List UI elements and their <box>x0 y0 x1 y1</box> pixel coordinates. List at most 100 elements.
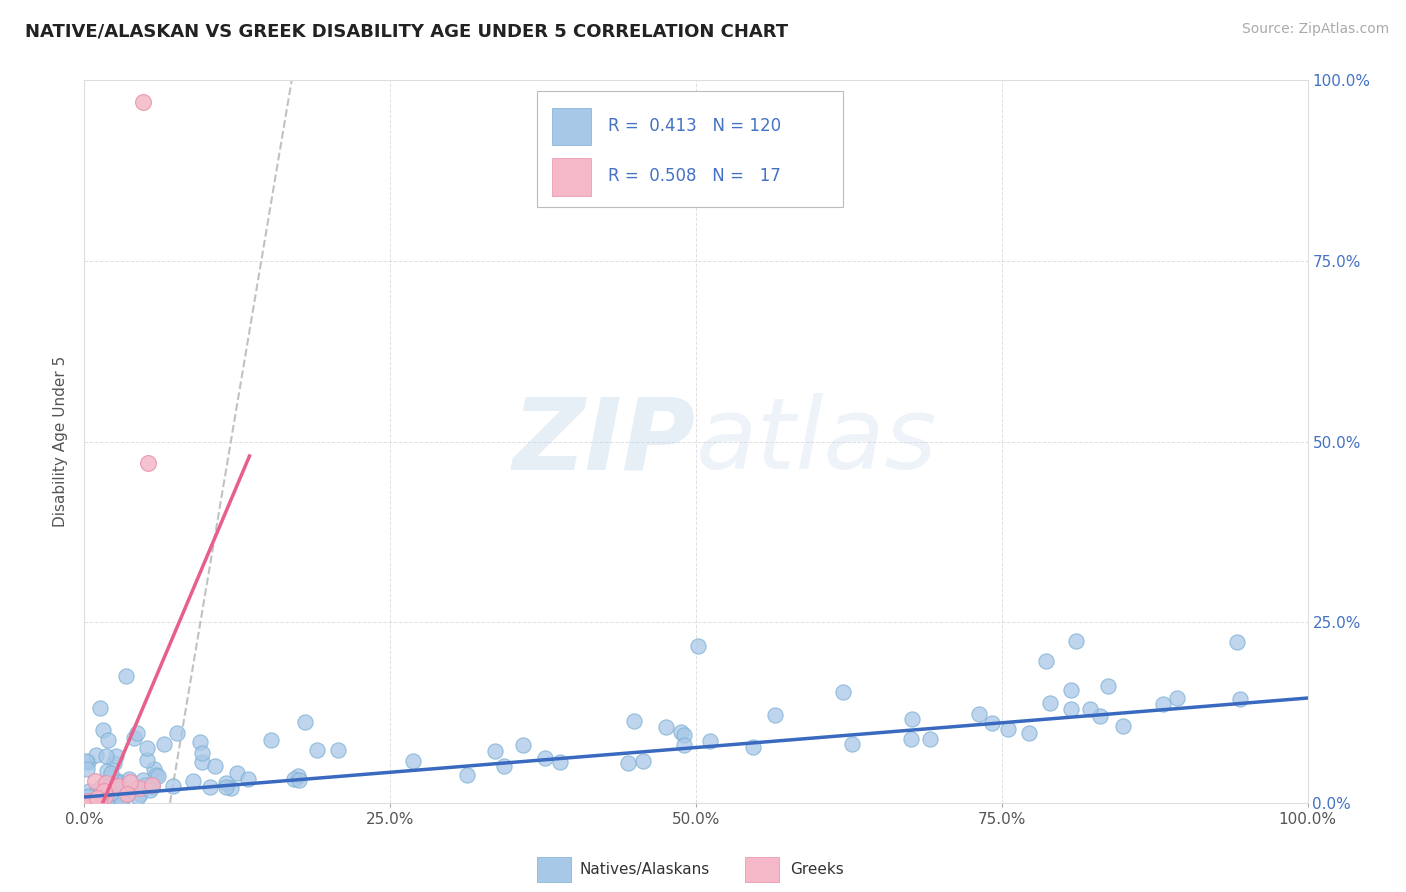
FancyBboxPatch shape <box>551 108 591 145</box>
Point <box>1035 654 1057 668</box>
Point <box>1166 691 1188 706</box>
Point <box>260 733 283 747</box>
Point <box>1152 697 1174 711</box>
Point <box>215 780 238 794</box>
Point <box>104 789 127 804</box>
Point <box>86 790 108 805</box>
Point <box>77 789 100 803</box>
Point <box>238 772 260 786</box>
Point <box>219 780 242 795</box>
Point <box>104 749 127 764</box>
Point <box>287 769 309 783</box>
Point <box>110 788 132 802</box>
Point <box>100 770 122 784</box>
Text: Source: ZipAtlas.com: Source: ZipAtlas.com <box>1241 22 1389 37</box>
Point <box>1226 635 1249 649</box>
Point <box>190 746 212 760</box>
Point <box>135 740 157 755</box>
Point <box>131 773 153 788</box>
Point <box>77 756 100 770</box>
Point <box>107 774 129 789</box>
Point <box>112 785 135 799</box>
Point <box>166 726 188 740</box>
Point <box>631 754 654 768</box>
Point <box>288 772 311 787</box>
Point <box>118 772 141 787</box>
Point <box>139 783 162 797</box>
Point <box>84 774 107 789</box>
FancyBboxPatch shape <box>537 857 571 882</box>
Point <box>101 789 124 803</box>
Point <box>128 780 150 795</box>
Text: atlas: atlas <box>696 393 938 490</box>
Point <box>997 722 1019 736</box>
Point <box>1229 692 1251 706</box>
Point <box>204 759 226 773</box>
Point <box>1060 682 1083 697</box>
Point <box>215 776 238 790</box>
Point <box>96 764 118 778</box>
Point <box>841 738 863 752</box>
Point <box>100 786 122 800</box>
Point <box>1018 726 1040 740</box>
Point <box>93 789 115 804</box>
Point <box>672 738 695 752</box>
Text: NATIVE/ALASKAN VS GREEK DISABILITY AGE UNDER 5 CORRELATION CHART: NATIVE/ALASKAN VS GREEK DISABILITY AGE U… <box>25 22 789 40</box>
Point <box>84 747 107 762</box>
Point <box>76 793 98 807</box>
Point <box>1060 702 1083 716</box>
Point <box>191 756 214 770</box>
Point <box>103 789 125 803</box>
Point <box>103 793 125 807</box>
Point <box>86 784 108 798</box>
Point <box>326 742 349 756</box>
Point <box>86 794 108 808</box>
Point <box>225 765 247 780</box>
Point <box>89 701 111 715</box>
Point <box>117 787 139 801</box>
Point <box>141 780 163 794</box>
Point <box>141 778 163 792</box>
Point <box>80 794 103 808</box>
Point <box>188 735 211 749</box>
Point <box>89 788 111 802</box>
FancyBboxPatch shape <box>551 158 591 196</box>
Point <box>294 715 316 730</box>
Point <box>103 756 125 771</box>
Point <box>831 685 853 699</box>
Point <box>107 785 129 799</box>
Point <box>77 784 100 798</box>
Point <box>129 787 152 801</box>
Text: R =  0.508   N =   17: R = 0.508 N = 17 <box>607 168 780 186</box>
Point <box>623 714 645 728</box>
Point <box>96 779 118 793</box>
Point <box>512 738 534 752</box>
Point <box>494 759 516 773</box>
Point <box>456 767 478 781</box>
Point <box>110 792 132 806</box>
Point <box>1064 633 1087 648</box>
Point <box>136 456 159 470</box>
Point <box>127 790 149 805</box>
Point <box>82 794 104 808</box>
Point <box>87 793 110 807</box>
Text: Natives/Alaskans: Natives/Alaskans <box>579 862 710 877</box>
Point <box>90 780 112 794</box>
Point <box>122 731 145 746</box>
Point <box>153 737 176 751</box>
Point <box>105 780 128 794</box>
Point <box>132 95 155 109</box>
Point <box>900 731 922 746</box>
Text: R =  0.413   N = 120: R = 0.413 N = 120 <box>607 117 780 135</box>
Point <box>148 769 170 783</box>
Point <box>118 775 141 789</box>
Point <box>145 768 167 782</box>
Point <box>900 712 922 726</box>
Point <box>688 639 710 653</box>
Point <box>134 778 156 792</box>
Point <box>699 734 721 748</box>
Point <box>484 744 506 758</box>
Point <box>1039 696 1062 710</box>
Point <box>1088 709 1111 723</box>
Point <box>305 743 328 757</box>
